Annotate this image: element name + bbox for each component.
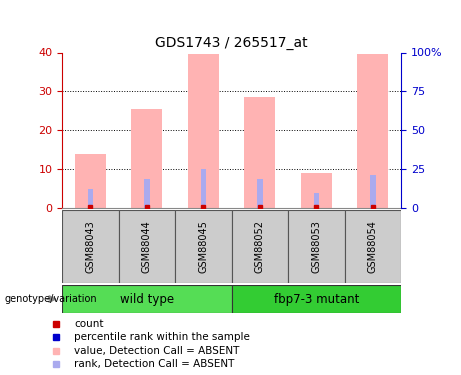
Bar bbox=[244, 97, 275, 208]
Bar bbox=[88, 189, 93, 208]
Text: GSM88043: GSM88043 bbox=[85, 220, 95, 273]
Bar bbox=[175, 210, 231, 283]
Bar bbox=[118, 210, 175, 283]
Bar bbox=[257, 179, 263, 208]
Bar bbox=[231, 285, 401, 313]
Text: genotype/variation: genotype/variation bbox=[5, 294, 97, 304]
Title: GDS1743 / 265517_at: GDS1743 / 265517_at bbox=[155, 36, 308, 50]
Bar bbox=[231, 210, 288, 283]
Bar bbox=[75, 154, 106, 208]
Bar bbox=[357, 54, 388, 208]
Bar bbox=[188, 54, 219, 208]
Bar bbox=[144, 179, 150, 208]
Text: rank, Detection Call = ABSENT: rank, Detection Call = ABSENT bbox=[74, 360, 234, 369]
Bar bbox=[62, 285, 231, 313]
Bar bbox=[201, 169, 206, 208]
Text: GSM88053: GSM88053 bbox=[311, 220, 321, 273]
Bar bbox=[344, 210, 401, 283]
Text: count: count bbox=[74, 319, 103, 328]
Text: fbp7-3 mutant: fbp7-3 mutant bbox=[274, 292, 359, 306]
Text: GSM88045: GSM88045 bbox=[198, 220, 208, 273]
Bar bbox=[288, 210, 344, 283]
Bar bbox=[370, 175, 376, 208]
Text: GSM88052: GSM88052 bbox=[255, 220, 265, 273]
Bar bbox=[131, 109, 162, 208]
Bar bbox=[62, 210, 118, 283]
Text: wild type: wild type bbox=[120, 292, 174, 306]
Bar bbox=[313, 193, 319, 208]
Bar bbox=[301, 173, 332, 208]
Text: GSM88044: GSM88044 bbox=[142, 220, 152, 273]
Text: value, Detection Call = ABSENT: value, Detection Call = ABSENT bbox=[74, 346, 239, 356]
Text: percentile rank within the sample: percentile rank within the sample bbox=[74, 332, 250, 342]
Text: GSM88054: GSM88054 bbox=[368, 220, 378, 273]
